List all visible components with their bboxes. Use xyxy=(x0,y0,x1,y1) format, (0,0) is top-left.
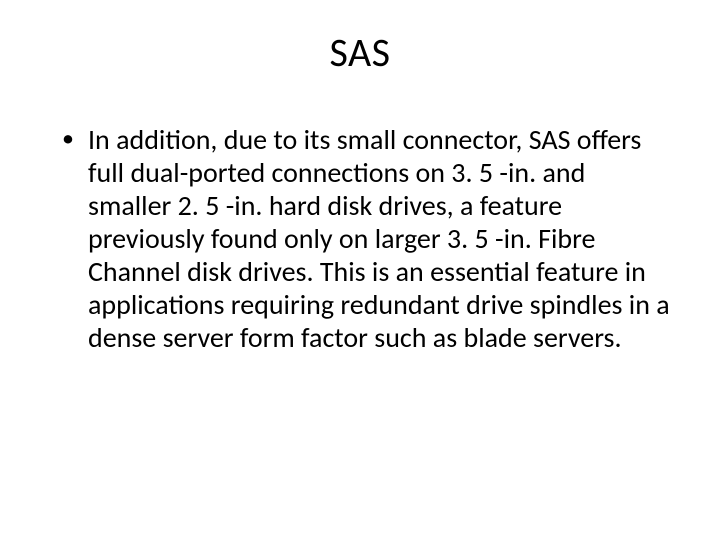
list-item: In addition, due to its small connector,… xyxy=(58,123,670,354)
bullet-list: In addition, due to its small connector,… xyxy=(50,123,670,354)
slide-body: In addition, due to its small connector,… xyxy=(50,123,670,354)
slide: SAS In addition, due to its small connec… xyxy=(0,0,720,540)
slide-title: SAS xyxy=(50,28,670,77)
